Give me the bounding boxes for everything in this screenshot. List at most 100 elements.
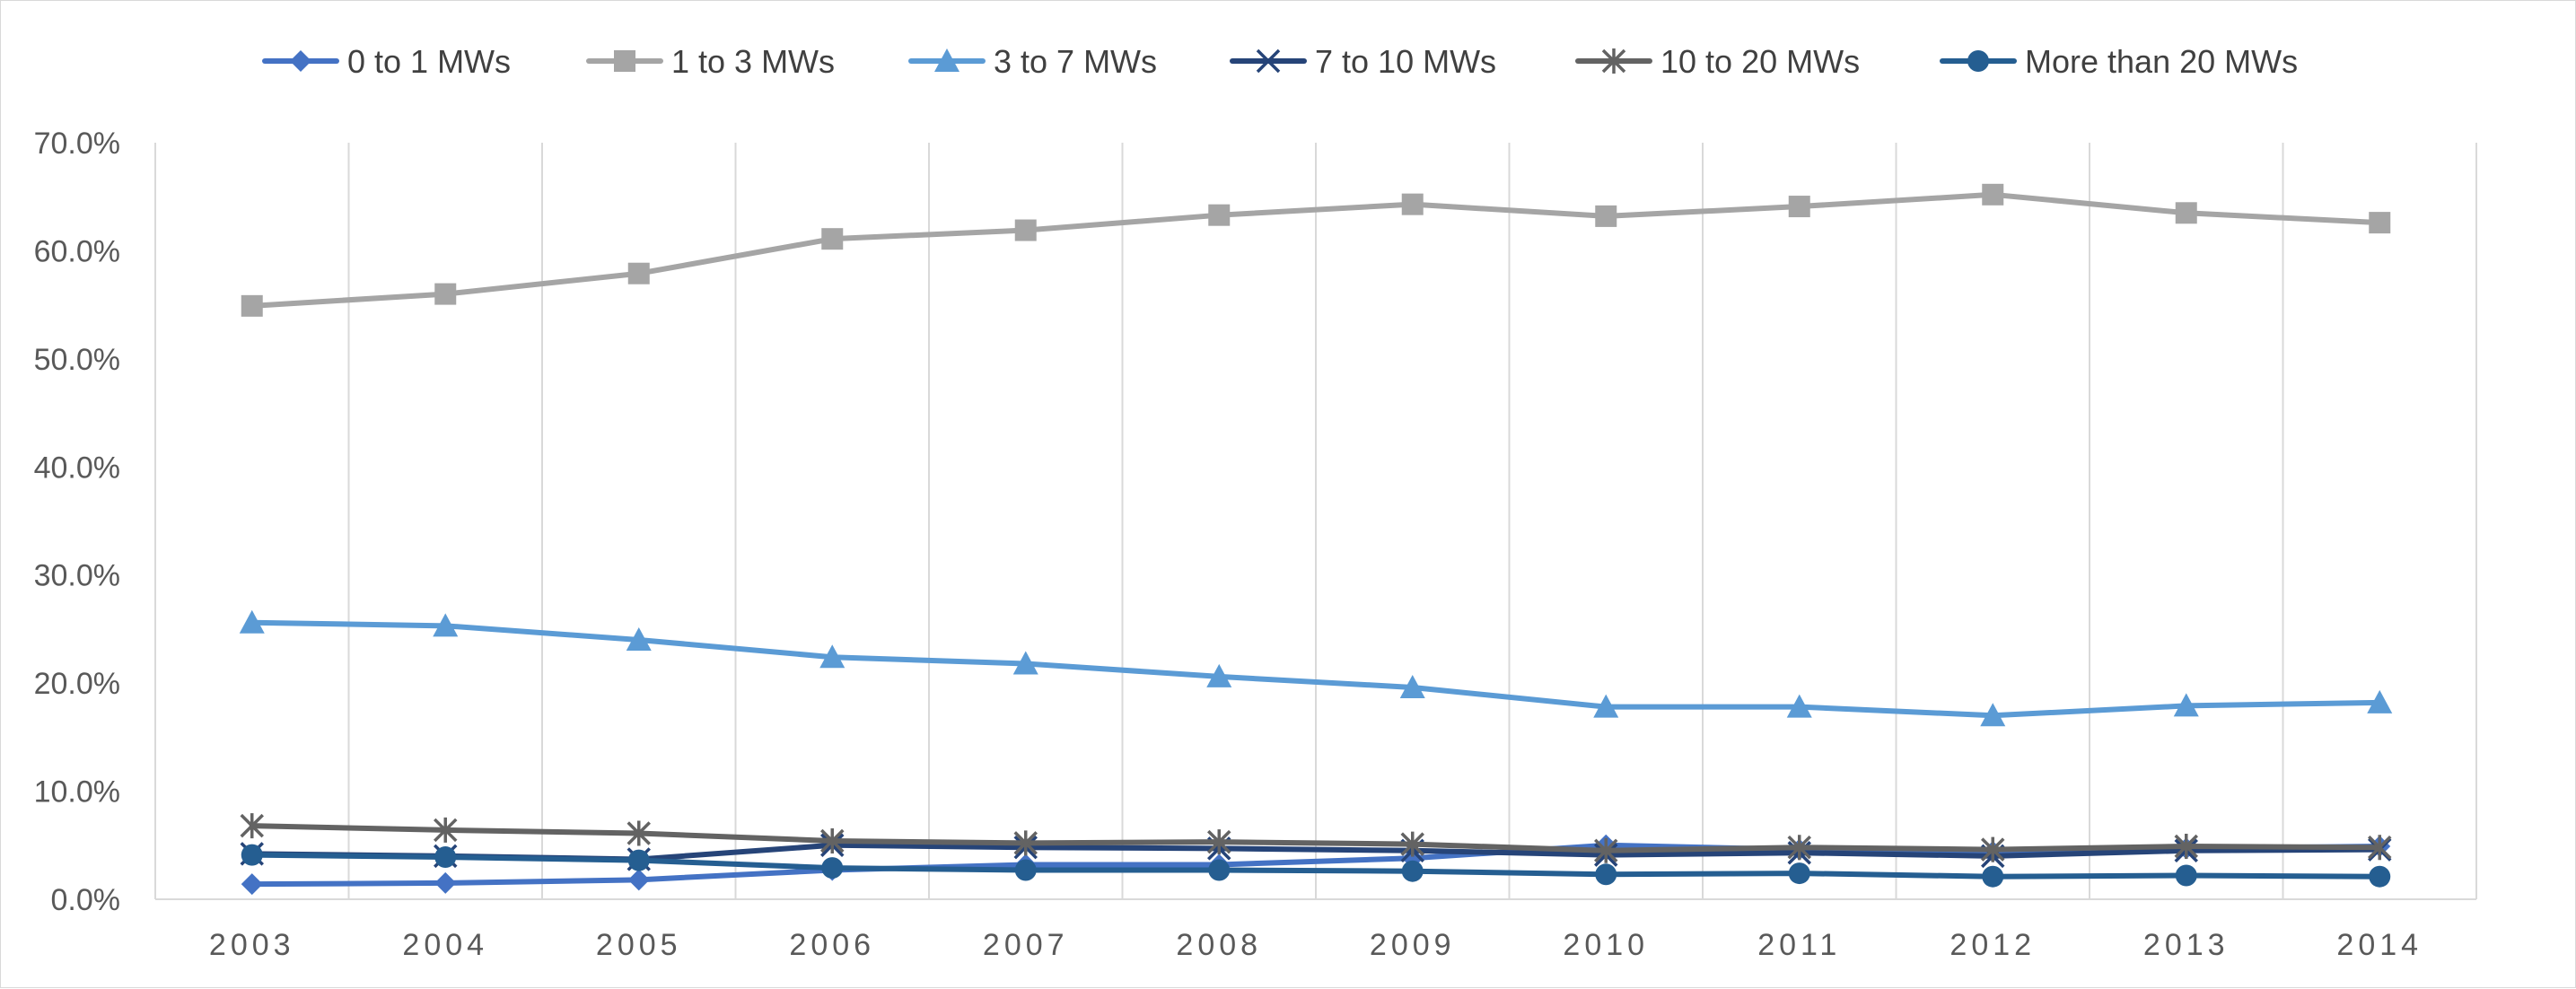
data-point bbox=[1982, 865, 2004, 888]
series-3-to-7-mws bbox=[239, 609, 2393, 727]
series-line bbox=[249, 191, 2383, 309]
data-point bbox=[241, 844, 263, 866]
data-point bbox=[1013, 830, 1038, 856]
legend-item: 1 to 3 MWs bbox=[586, 43, 835, 80]
data-point bbox=[627, 849, 650, 871]
data-point bbox=[1594, 837, 1618, 863]
y-tick-label: 70.0% bbox=[34, 127, 120, 161]
series-line bbox=[249, 823, 2383, 853]
data-point bbox=[1788, 862, 1810, 885]
legend-marker bbox=[1256, 48, 1281, 74]
series-layer bbox=[239, 183, 2393, 896]
data-point bbox=[1982, 183, 2004, 206]
x-tick-label: 2008 bbox=[1176, 928, 1262, 962]
data-point bbox=[1401, 860, 1424, 882]
series-1-to-3-mws bbox=[241, 183, 2391, 317]
x-tick-label: 2007 bbox=[983, 928, 1069, 962]
y-tick-label: 10.0% bbox=[34, 775, 120, 810]
data-point bbox=[1981, 836, 2005, 862]
data-point bbox=[2175, 202, 2197, 224]
y-tick-label: 40.0% bbox=[34, 451, 120, 485]
data-point bbox=[240, 813, 264, 839]
data-point bbox=[434, 871, 457, 894]
data-point bbox=[820, 827, 845, 853]
data-point bbox=[239, 609, 265, 634]
legend-marker bbox=[290, 50, 311, 72]
y-tick-label: 30.0% bbox=[34, 559, 120, 593]
legend-item: 0 to 1 MWs bbox=[262, 43, 511, 80]
data-point bbox=[1208, 859, 1231, 881]
x-tick-label: 2006 bbox=[789, 928, 875, 962]
data-point bbox=[1206, 663, 1232, 687]
data-point bbox=[1786, 694, 1812, 718]
legend-item: 7 to 10 MWs bbox=[1230, 43, 1496, 80]
data-point bbox=[1012, 651, 1038, 675]
gridlines bbox=[154, 143, 2477, 899]
data-point bbox=[821, 857, 844, 880]
data-point bbox=[2367, 689, 2393, 713]
x-tick-label: 2011 bbox=[1757, 928, 1841, 962]
legend: 0 to 1 MWs 1 to 3 MWs 3 to 7 MWs 7 to 10 MW… bbox=[262, 43, 2298, 80]
legend-marker bbox=[1967, 50, 1989, 72]
data-point bbox=[1014, 219, 1037, 241]
legend-marker bbox=[934, 48, 959, 72]
legend-item: 3 to 7 MWs bbox=[908, 43, 1157, 80]
y-tick-label: 0.0% bbox=[51, 883, 121, 917]
x-tick-label: 2012 bbox=[1950, 928, 2036, 962]
legend-item: 10 to 20 MWs bbox=[1575, 43, 1860, 80]
data-point bbox=[2369, 865, 2391, 888]
y-tick-label: 50.0% bbox=[34, 343, 120, 377]
legend-label: More than 20 MWs bbox=[2025, 43, 2298, 80]
data-point bbox=[1787, 835, 1811, 861]
x-tick-label: 2010 bbox=[1563, 928, 1649, 962]
legend-label: 7 to 10 MWs bbox=[1315, 43, 1496, 80]
data-point bbox=[821, 228, 844, 250]
axes: 0.0% 10.0% 20.0% 30.0% 40.0% 50.0% 60.0% 70.0% 2… bbox=[34, 127, 2476, 962]
x-tick-label: 2004 bbox=[402, 928, 488, 962]
legend-label: 10 to 20 MWs bbox=[1660, 43, 1860, 80]
data-point bbox=[627, 869, 650, 891]
x-tick-label: 2014 bbox=[2336, 928, 2423, 962]
x-tick-label: 2005 bbox=[596, 928, 682, 962]
data-point bbox=[434, 817, 458, 843]
data-point bbox=[1207, 829, 1231, 855]
data-point bbox=[241, 873, 263, 896]
y-tick-label: 20.0% bbox=[34, 667, 120, 701]
legend-marker bbox=[614, 50, 635, 72]
data-point bbox=[1595, 863, 1617, 886]
x-tick-label: 2003 bbox=[209, 928, 295, 962]
x-tick-label: 2009 bbox=[1370, 928, 1456, 962]
data-point bbox=[1980, 703, 2006, 727]
data-point bbox=[1399, 674, 1425, 698]
x-tick-label: 2013 bbox=[2143, 928, 2230, 962]
series-line bbox=[249, 619, 2383, 719]
data-point bbox=[2368, 835, 2392, 861]
data-point bbox=[1401, 193, 1424, 215]
data-point bbox=[626, 626, 652, 651]
data-point bbox=[434, 846, 457, 869]
data-point bbox=[1593, 694, 1619, 718]
data-point bbox=[241, 294, 263, 317]
legend-label: 1 to 3 MWs bbox=[671, 43, 835, 80]
series-more-than-20-mws bbox=[241, 844, 2391, 888]
data-point bbox=[627, 262, 650, 284]
data-point bbox=[819, 644, 846, 669]
legend-item: More than 20 MWs bbox=[1940, 43, 2298, 80]
data-point bbox=[1014, 859, 1037, 881]
data-point bbox=[433, 613, 459, 637]
data-point bbox=[1595, 205, 1617, 227]
legend-label: 0 to 1 MWs bbox=[347, 43, 511, 80]
data-point bbox=[1788, 196, 1810, 218]
data-point bbox=[2174, 833, 2198, 859]
data-point bbox=[1400, 831, 1424, 857]
series-10-to-20-mws bbox=[240, 813, 2392, 863]
legend-marker bbox=[1601, 48, 1626, 74]
data-point bbox=[626, 820, 651, 846]
y-tick-label: 60.0% bbox=[34, 234, 120, 268]
data-point bbox=[434, 283, 457, 305]
data-point bbox=[2369, 212, 2391, 234]
data-point bbox=[2173, 693, 2199, 717]
data-point bbox=[1208, 204, 1231, 226]
